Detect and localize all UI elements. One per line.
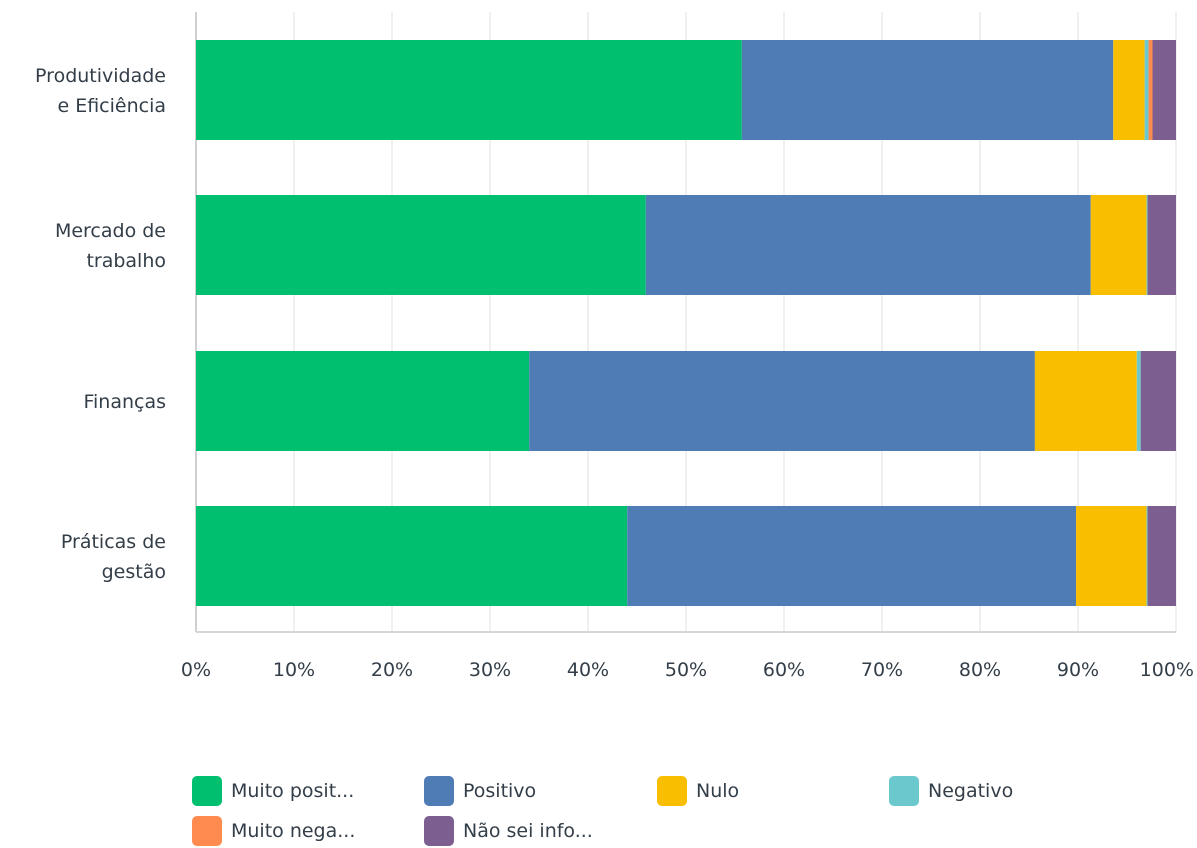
legend-swatch <box>424 776 454 806</box>
x-tick-label: 80% <box>959 659 1001 681</box>
category-label: Finanças <box>83 391 166 413</box>
x-tick-label: 60% <box>763 659 805 681</box>
bars <box>196 40 1176 606</box>
x-tick-label: 100% <box>1140 659 1194 681</box>
legend-swatch <box>192 816 222 846</box>
legend-label: Positivo <box>463 780 537 802</box>
bar-segment[interactable] <box>1144 40 1149 140</box>
x-axis-tick-labels: 0% 10% 20% 30% 40% 50% 60% 70% 80% 90% 100% <box>181 659 1194 681</box>
bar-segment[interactable] <box>1136 351 1141 451</box>
bar-segment[interactable] <box>1146 195 1148 295</box>
legend-swatch <box>424 816 454 846</box>
legend-label: Negativo <box>928 780 1014 802</box>
stacked-bar-chart: Produtividade e Eficiência Mercado de traba… <box>35 12 1194 681</box>
legend-label: Muito nega... <box>231 820 356 842</box>
x-tick-label: 50% <box>665 659 707 681</box>
bar-segment[interactable] <box>196 40 742 140</box>
legend-swatch <box>657 776 687 806</box>
bar-segment[interactable] <box>1034 351 1137 451</box>
x-tick-label: 40% <box>567 659 609 681</box>
x-tick-label: 90% <box>1057 659 1099 681</box>
bar-segment[interactable] <box>645 195 1091 295</box>
bar-segment[interactable] <box>1076 506 1147 606</box>
category-label: Produtividade e Eficiência <box>35 65 166 117</box>
legend-item[interactable]: Muito nega... <box>192 814 355 848</box>
legend-label: Não sei info... <box>463 820 593 842</box>
x-tick-label: 10% <box>273 659 315 681</box>
legend-item[interactable]: Negativo <box>889 774 1013 808</box>
category-labels: Produtividade e Eficiência Mercado de traba… <box>35 65 166 583</box>
bar-segment[interactable] <box>1147 506 1176 606</box>
bar-segment[interactable] <box>196 195 646 295</box>
x-tick-label: 30% <box>469 659 511 681</box>
bar-segment[interactable] <box>1113 40 1145 140</box>
bar-segment[interactable] <box>529 351 1035 451</box>
x-tick-label: 20% <box>371 659 413 681</box>
bar-segment[interactable] <box>1090 195 1147 295</box>
legend-item[interactable]: Positivo <box>424 774 536 808</box>
bar-segment[interactable] <box>741 40 1114 140</box>
category-label: Mercado de trabalho <box>55 220 166 272</box>
category-label: Práticas de gestão <box>61 531 166 583</box>
bar-segment[interactable] <box>1148 40 1153 140</box>
bar-segment[interactable] <box>196 351 530 451</box>
legend-label: Muito posit... <box>231 780 355 802</box>
legend-label: Nulo <box>696 780 740 802</box>
bar-segment[interactable] <box>196 506 628 606</box>
bar-segment[interactable] <box>1152 40 1176 140</box>
x-tick-label: 0% <box>181 659 211 681</box>
x-tick-label: 70% <box>861 659 903 681</box>
bar-segment[interactable] <box>627 506 1077 606</box>
bar-segment[interactable] <box>1140 351 1176 451</box>
bar-segment[interactable] <box>1146 506 1148 606</box>
legend-swatch <box>192 776 222 806</box>
legend-item[interactable]: Muito posit... <box>192 774 354 808</box>
legend-item[interactable]: Não sei info... <box>424 814 593 848</box>
legend-item[interactable]: Nulo <box>657 774 739 808</box>
bar-segment[interactable] <box>1147 195 1176 295</box>
legend-swatch <box>889 776 919 806</box>
